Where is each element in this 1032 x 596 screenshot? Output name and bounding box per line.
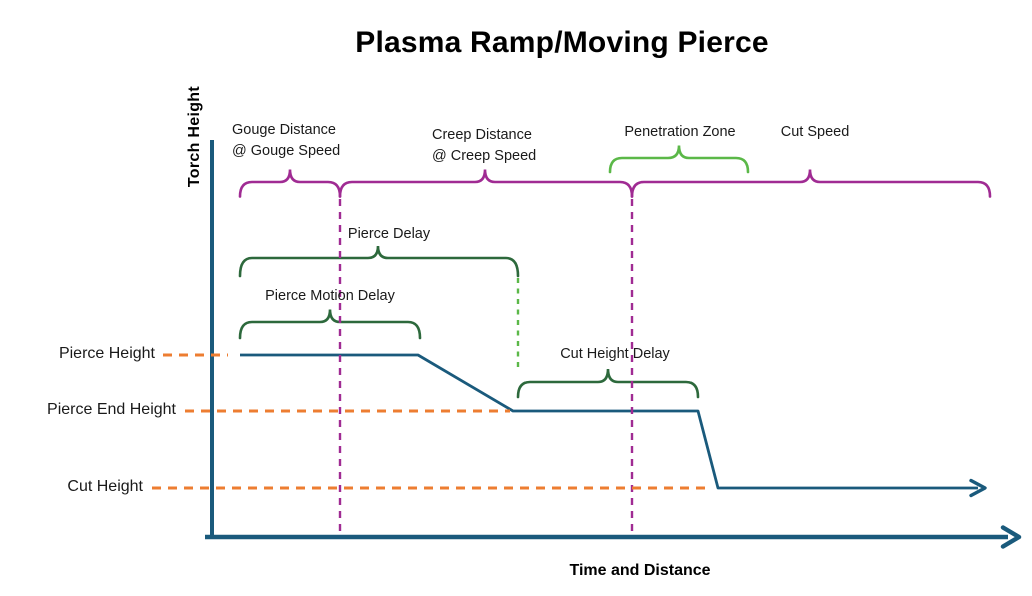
pierce-height-label: Pierce Height bbox=[58, 345, 155, 362]
pierce-end-height-label: Pierce End Height bbox=[47, 401, 176, 418]
cut-speed-zone-bracket bbox=[630, 169, 992, 198]
profile-arrow-icon bbox=[969, 478, 987, 498]
x-axis-arrow-icon bbox=[1000, 525, 1022, 549]
creep-zone-bracket bbox=[338, 169, 634, 198]
gouge-distance-label-line2: @ Gouge Speed bbox=[232, 143, 341, 159]
y-axis-label: Torch Height bbox=[186, 86, 203, 188]
torch-height-profile-line bbox=[240, 353, 978, 490]
pierce-motion-delay-bracket bbox=[238, 309, 422, 340]
x-axis-label: Time and Distance bbox=[569, 562, 711, 579]
creep-distance-label: Creep Distance @ Creep Speed bbox=[432, 125, 536, 167]
creep-distance-label-line2: @ Creep Speed bbox=[432, 148, 537, 164]
penetration-zone-bracket bbox=[608, 145, 750, 174]
gouge-distance-label: Gouge Distance @ Gouge Speed bbox=[232, 120, 340, 162]
creep-distance-label-line1: Creep Distance bbox=[432, 127, 532, 143]
pierce-motion-delay-label: Pierce Motion Delay bbox=[265, 288, 395, 304]
penetration-zone-label: Penetration Zone bbox=[624, 124, 736, 140]
gouge-zone-bracket bbox=[238, 169, 342, 198]
pierce-delay-bracket bbox=[238, 245, 520, 278]
cut-speed-label: Cut Speed bbox=[780, 124, 850, 140]
cut-height-delay-label: Cut Height Delay bbox=[560, 346, 670, 362]
cut-height-delay-bracket bbox=[516, 368, 700, 399]
cut-height-label: Cut Height bbox=[67, 478, 143, 495]
gouge-distance-label-line1: Gouge Distance bbox=[232, 122, 336, 138]
diagram-title: Plasma Ramp/Moving Pierce bbox=[355, 26, 769, 59]
pierce-delay-label: Pierce Delay bbox=[347, 226, 431, 242]
